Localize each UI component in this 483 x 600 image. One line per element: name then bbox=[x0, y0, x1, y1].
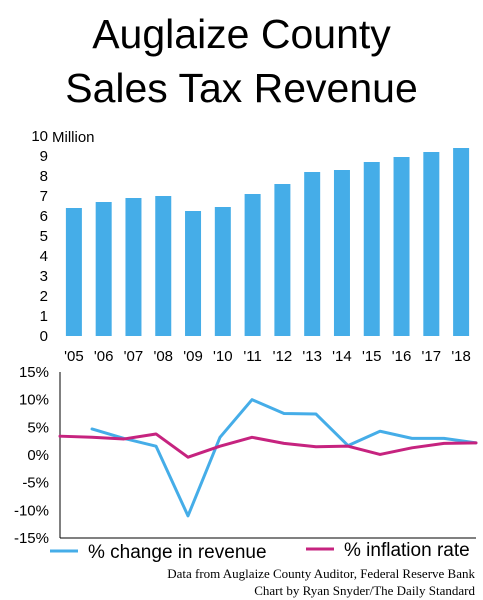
revenue-bar bbox=[125, 198, 142, 336]
line-y-tick-label: -15% bbox=[14, 530, 49, 547]
revenue-bar bbox=[65, 208, 82, 336]
bar-y-tick-label: 5 bbox=[40, 228, 48, 245]
bar-x-tick-label: '11 bbox=[243, 348, 261, 365]
bar-x-tick-label: '09 bbox=[183, 348, 203, 365]
bar-x-tick-label: '18 bbox=[451, 348, 471, 365]
bar-unit-label: Million bbox=[52, 129, 95, 146]
bar-x-tick-label: '12 bbox=[273, 348, 293, 365]
line-y-tick-label: -10% bbox=[14, 502, 49, 519]
bar-x-tick-label: '15 bbox=[362, 348, 382, 365]
line-y-tick-label: 15% bbox=[19, 364, 49, 381]
bar-y-tick-label: 10 bbox=[31, 128, 48, 145]
revenue-change-line bbox=[90, 398, 478, 518]
bar-y-tick-label: 4 bbox=[40, 248, 48, 265]
line-y-tick-label: 5% bbox=[27, 419, 49, 436]
line-y-tick-label: 10% bbox=[19, 392, 49, 409]
bar-x-tick-label: '10 bbox=[213, 348, 233, 365]
revenue-bar bbox=[453, 148, 470, 336]
line-y-tick-label: 0% bbox=[27, 447, 49, 464]
revenue-bar bbox=[423, 152, 440, 336]
bar-y-tick-label: 7 bbox=[40, 188, 48, 205]
bar-y-tick-label: 9 bbox=[40, 148, 48, 165]
revenue-bar bbox=[95, 202, 112, 336]
bar-x-tick-label: '05 bbox=[64, 348, 84, 365]
bar-y-tick-label: 3 bbox=[40, 268, 48, 285]
revenue-bar bbox=[333, 170, 350, 336]
bar-x-tick-label: '17 bbox=[422, 348, 442, 365]
revenue-bar bbox=[185, 211, 202, 336]
inflation-rate-line bbox=[58, 432, 478, 459]
bar-y-tick-label: 6 bbox=[40, 208, 48, 225]
bar-y-tick-label: 8 bbox=[40, 168, 48, 185]
legend-inflation-label: % inflation rate bbox=[344, 540, 470, 561]
revenue-bar bbox=[244, 194, 261, 336]
bar-chart: 0 1 2 3 4 5 6 7 8 9 10 Million '05 '06 '07 '08 '09 '10 '11… bbox=[31, 128, 471, 365]
revenue-bar bbox=[214, 207, 231, 336]
revenue-bar bbox=[363, 162, 380, 336]
revenue-bar bbox=[155, 196, 172, 336]
chart-title-line-1: Auglaize County bbox=[92, 11, 391, 57]
bar-y-tick-label: 0 bbox=[40, 328, 48, 345]
bar-y-tick-label: 2 bbox=[40, 288, 48, 305]
line-chart: 15% 10% 5% 0% -5% -10% -15% % change in revenue… bbox=[14, 364, 478, 563]
bar-x-tick-label: '16 bbox=[392, 348, 412, 365]
bar-x-tick-label: '08 bbox=[153, 348, 173, 365]
revenue-bar bbox=[304, 172, 321, 336]
chart-title-line-2: Sales Tax Revenue bbox=[65, 65, 418, 111]
bar-y-tick-label: 1 bbox=[40, 308, 48, 325]
revenue-bar bbox=[274, 184, 291, 336]
chart-author-credit: Chart by Ryan Snyder/The Daily Standard bbox=[254, 583, 475, 598]
bar-x-tick-label: '07 bbox=[124, 348, 144, 365]
legend-revenue-label: % change in revenue bbox=[88, 542, 267, 563]
bar-x-tick-label: '06 bbox=[94, 348, 114, 365]
revenue-bar bbox=[393, 157, 410, 336]
bar-x-tick-label: '13 bbox=[302, 348, 322, 365]
data-source-credit: Data from Auglaize County Auditor, Feder… bbox=[167, 566, 475, 581]
line-y-tick-label: -5% bbox=[22, 475, 49, 492]
bar-x-tick-label: '14 bbox=[332, 348, 352, 365]
